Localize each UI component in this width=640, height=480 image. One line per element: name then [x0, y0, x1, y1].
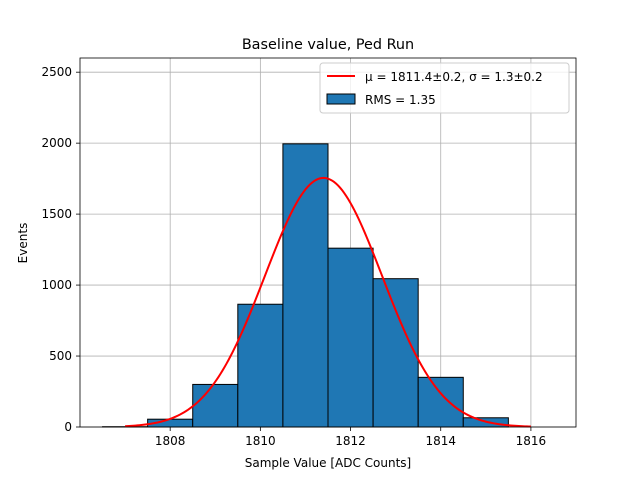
axis-ticks: 1808 1810 1812 1814 1816 0 500 1000 1500 2000 2500 [41, 65, 546, 448]
y-tick-label: 500 [49, 349, 72, 363]
x-tick-label: 1816 [516, 434, 547, 448]
legend-hist-label: RMS = 1.35 [365, 93, 436, 107]
fit-curve [125, 176, 531, 428]
legend: μ = 1811.4±0.2, σ = 1.3±0.2 RMS = 1.35 [319, 62, 570, 114]
histogram-bar [417, 376, 464, 428]
y-tick-label: 1000 [41, 278, 72, 292]
histogram-bar [372, 278, 419, 428]
y-tick-label: 2000 [41, 136, 72, 150]
axes-frame [79, 57, 577, 428]
histogram-bar [282, 143, 329, 428]
y-tick-label: 0 [64, 420, 72, 434]
legend-fit-label: μ = 1811.4±0.2, σ = 1.3±0.2 [365, 70, 543, 84]
x-tick-label: 1810 [245, 434, 276, 448]
histogram-bar [237, 303, 284, 428]
x-tick-label: 1812 [335, 434, 366, 448]
legend-fit-sigma: σ = 1.3±0.2 [469, 70, 543, 84]
legend-frame [319, 62, 570, 114]
legend-hist-swatch [326, 93, 356, 105]
legend-fit-mu: μ = 1811.4±0.2, [365, 70, 469, 84]
y-tick-label: 2500 [41, 65, 72, 79]
x-tick-label: 1814 [425, 434, 456, 448]
histogram-bar [192, 383, 239, 428]
x-tick-label: 1808 [155, 434, 186, 448]
y-axis-label: Events [16, 223, 30, 264]
x-axis-label: Sample Value [ADC Counts] [245, 456, 411, 470]
chart-title: Baseline value, Ped Run [242, 37, 414, 53]
y-tick-label: 1500 [41, 207, 72, 221]
fit-curve-layer [125, 176, 531, 428]
histogram-bar [327, 247, 374, 428]
